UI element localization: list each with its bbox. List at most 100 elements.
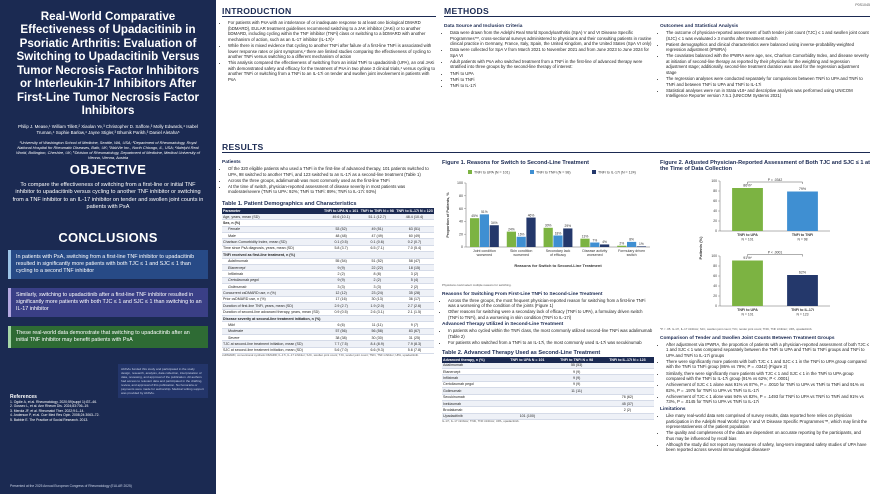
table-row: TNFi received as first-line treatment, n… xyxy=(222,251,434,259)
table-cell: SJC at second-line treatment initiation,… xyxy=(222,347,323,355)
table-cell xyxy=(502,406,553,414)
table-cell: Time since PsA diagnosis, years, mean (S… xyxy=(222,245,323,253)
disclosures: AbbVie funded this study and participate… xyxy=(118,364,208,399)
title: Real-World Comparative Effectiveness of … xyxy=(16,10,200,118)
bullet-list: Across the three groups, the most freque… xyxy=(442,298,654,321)
table-cell: 8.4 (8.9) xyxy=(359,340,395,348)
table-cell: 51 (52) xyxy=(359,258,395,265)
subheading: Reasons for Switching From First-Line TN… xyxy=(442,291,603,297)
y-tick-label: 40 xyxy=(713,209,717,213)
bar xyxy=(590,242,600,247)
value-label: 45% xyxy=(471,214,478,218)
y-tick-label: 0 xyxy=(461,245,463,249)
references-list: 1. Ogdie A, et al. Rheumatology. 2020;59… xyxy=(10,400,110,422)
x-tick-label: TNFi to UPA xyxy=(737,233,758,237)
bar xyxy=(787,275,818,306)
table-cell: Duration of second-line advanced therapy… xyxy=(222,309,323,316)
table-cell xyxy=(600,381,654,389)
table-cell: Severe xyxy=(222,334,323,342)
table-cell xyxy=(502,387,553,395)
y-tick-label: 20 xyxy=(713,294,717,298)
bar xyxy=(526,217,536,247)
legend-swatch xyxy=(530,170,534,174)
table-cell: 63 (51) xyxy=(395,226,434,234)
table-cell: 55 (53) xyxy=(552,362,601,370)
subheading: Advanced Therapy Utilized in Second-Line… xyxy=(442,322,564,328)
table-cell xyxy=(502,374,553,382)
table-cell: Adalimumab xyxy=(442,362,503,370)
subheading: Comparison of Tender and Swollen Joint C… xyxy=(660,335,835,341)
table-row: Duration of second-line advanced therapy… xyxy=(222,309,434,316)
table-cell: 18 (15) xyxy=(395,264,434,272)
value-label: 4% xyxy=(602,240,607,244)
references: References 1. Ogdie A, et al. Rheumatolo… xyxy=(10,394,110,422)
table-cell: 17 (16) xyxy=(322,296,360,304)
value-label: 51% xyxy=(481,210,488,214)
y-tick-label: 40 xyxy=(459,220,463,224)
table-cell: 49.6 (10.1) xyxy=(322,213,360,221)
table-title: Table 2. Advanced Therapy Used as Second… xyxy=(442,349,601,356)
data-table: Parameter TNFi to UPA N = 101 TNFi to TNFi… xyxy=(222,207,434,355)
table-row: Golimumab 11 (11) xyxy=(442,387,654,395)
table-cell: TNFi received as first-line treatment, n… xyxy=(222,251,323,259)
table-row: Charlson Comorbidity Index, mean (SD) 0.1… xyxy=(222,238,434,246)
x-tick-sublabel: N = 101 xyxy=(742,238,754,242)
column-header: Parameter xyxy=(222,207,323,214)
column-header: TNFi to IL-17i N = 123 xyxy=(600,356,654,363)
table-cell: 3 (2) xyxy=(395,270,434,278)
subheading: Outcomes and Statistical Analysis xyxy=(660,24,739,29)
y-tick-label: 20 xyxy=(459,232,463,236)
significance-bracket xyxy=(747,181,803,184)
x-tick-label: Secondary lack of efficacy xyxy=(546,249,571,257)
footnote: Physicians could select multiple reasons… xyxy=(442,283,512,287)
bar xyxy=(479,214,490,247)
bullet: TNFi to IL-17i xyxy=(450,83,652,89)
value-label: 34% xyxy=(491,221,498,225)
y-tick-label: 60 xyxy=(713,199,717,203)
y-axis-label: Proportion of Patients, % xyxy=(446,192,450,238)
p-value: P = .0342 xyxy=(768,178,783,182)
table-cell: Duration of first-line TNFi, years, mean… xyxy=(222,302,323,310)
objective-text: To compare the effectiveness of switchin… xyxy=(12,182,204,211)
table-cell xyxy=(395,219,434,227)
table-cell xyxy=(322,251,360,259)
x-tick-sublabel: N = 98 xyxy=(797,238,807,242)
table-row: Age, years, mean (SD) 49.6 (10.1) 51.1 (12… xyxy=(222,213,434,221)
column-header: TNFi to UPA N = 101 xyxy=(502,356,553,363)
table-cell: 11 (11) xyxy=(359,321,395,329)
table-cell xyxy=(600,368,654,376)
bullet: Achievement of TJC ≤ 1 alone was 94% vs … xyxy=(666,394,870,405)
table-cell: 101 (100) xyxy=(502,413,553,421)
bar xyxy=(626,241,637,247)
side-panel: Real-World Comparative Effectiveness of … xyxy=(0,0,216,494)
table-row: Brodalumab 2 (2) xyxy=(442,406,654,414)
table-cell xyxy=(359,315,395,323)
methods: METHODS Data Source and Inclusion Criter… xyxy=(444,6,870,98)
methods-col: Data Source and Inclusion Criteria Data … xyxy=(444,22,652,89)
table-cell: 36 (17) xyxy=(395,296,434,304)
column-header: TNFi to TNFi N = 98 xyxy=(552,356,601,363)
table-cell: 2.7 (2.6) xyxy=(395,302,434,310)
bullet: The outcome of physician-reported assess… xyxy=(666,30,870,41)
bullet: Adult patients with PsA who switched tre… xyxy=(450,59,652,70)
poster-id: P0S1045 xyxy=(855,3,870,7)
table-cell: Prior csDMARD use, n (%) xyxy=(222,296,323,304)
rule xyxy=(444,16,870,18)
bar xyxy=(787,191,818,231)
table-cell: 5.6 (7.0) xyxy=(322,347,360,355)
results-col-3: Figure 2. Adjusted Physician-Reported As… xyxy=(660,158,870,454)
affiliations: ¹University of Washington School of Medi… xyxy=(16,140,200,161)
table-row: Secukinumab 76 (62) xyxy=(442,394,654,401)
value-label: 13% xyxy=(582,234,589,238)
significance-bracket xyxy=(747,254,803,257)
table-cell xyxy=(552,400,601,408)
column-header: TNFi to TNFi N = 98 xyxy=(359,207,395,214)
column-header: TNFi to IL-17i N = 123 xyxy=(395,207,434,214)
table-cell: 0.1 (0.5) xyxy=(322,238,360,246)
bar xyxy=(563,228,573,247)
table-row: Time since PsA diagnosis, years, mean (S… xyxy=(222,245,434,253)
bullet-list: After adjustment via IPWRA, the proporti… xyxy=(660,342,870,405)
table-cell: 2 (2) xyxy=(395,283,434,291)
table-cell: Age, years, mean (SD) xyxy=(222,213,323,221)
